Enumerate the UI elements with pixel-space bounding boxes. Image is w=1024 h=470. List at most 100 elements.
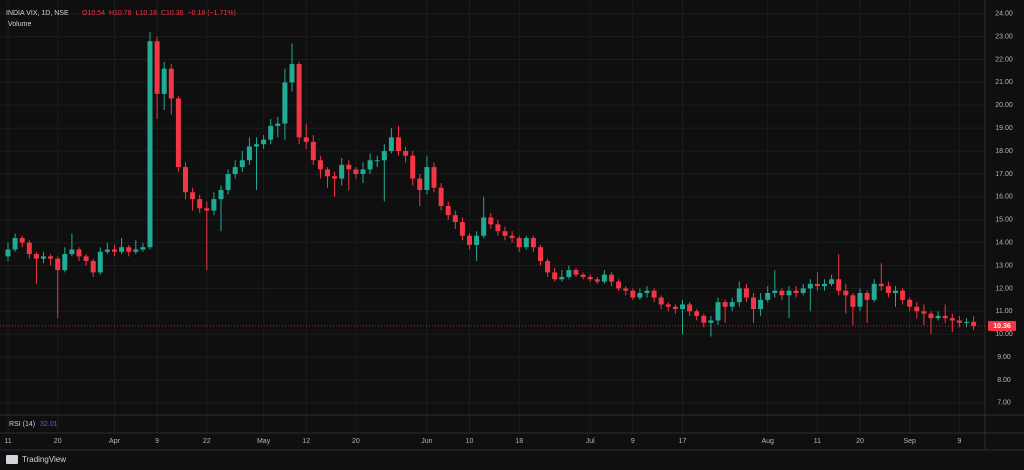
- candle-body: [885, 286, 891, 293]
- x-tick-label: 9: [155, 438, 159, 445]
- candle-body: [701, 315, 707, 323]
- y-tick-label: 24.00: [995, 11, 1013, 18]
- legend-value: H10.78: [109, 10, 132, 17]
- candle-body: [616, 281, 622, 289]
- candle-body: [949, 318, 955, 321]
- candle-body: [147, 41, 153, 248]
- candle-body: [516, 238, 522, 248]
- candle-body: [857, 292, 863, 307]
- candle-body: [729, 302, 735, 307]
- price-tag-label: 10.36: [993, 323, 1011, 330]
- candle-body: [836, 279, 842, 291]
- candle-body: [559, 276, 565, 280]
- candle-body: [76, 249, 82, 257]
- y-tick-label: 11.00: [996, 308, 1013, 315]
- candles: [5, 32, 977, 337]
- candle-body: [183, 167, 188, 193]
- candle-body: [374, 160, 380, 162]
- candle-body: [530, 238, 536, 248]
- candle-body: [893, 290, 898, 293]
- candle-body: [239, 160, 245, 168]
- candle-body: [793, 290, 799, 293]
- candle-body: [204, 208, 210, 211]
- candle-body: [722, 302, 728, 307]
- candle-body: [190, 192, 196, 200]
- candle-body: [751, 297, 756, 310]
- x-tick-label: 20: [352, 438, 360, 445]
- candle-body: [396, 137, 401, 152]
- candle-body: [928, 313, 934, 319]
- candle-body: [509, 235, 515, 239]
- grid: [0, 0, 985, 433]
- candle-body: [609, 274, 614, 282]
- candle-body: [474, 235, 480, 245]
- candle-body: [424, 167, 430, 190]
- y-tick-label: 9.00: [997, 354, 1011, 361]
- candle-body: [651, 290, 657, 298]
- candle-body: [637, 292, 643, 298]
- candle-body: [630, 290, 636, 298]
- y-tick-label: 20.00: [995, 102, 1013, 109]
- x-tick-label: 22: [203, 438, 211, 445]
- x-tick-label: Jun: [421, 438, 432, 445]
- candle-body: [317, 160, 323, 170]
- candle-body: [403, 151, 409, 156]
- y-tick-label: 12.00: [995, 285, 1013, 292]
- candle-body: [48, 256, 54, 259]
- candle-body: [310, 141, 316, 161]
- x-tick-label: 10: [466, 438, 474, 445]
- x-tick-label: Jul: [586, 438, 595, 445]
- candle-body: [644, 290, 650, 293]
- candle-body: [133, 249, 139, 252]
- candle-body: [843, 290, 849, 296]
- candle-body: [19, 238, 25, 243]
- y-tick-label: 14.00: [995, 239, 1013, 246]
- y-tick-label: 8.00: [997, 377, 1011, 384]
- candle-body: [694, 311, 700, 316]
- candle-body: [800, 288, 806, 293]
- y-tick-label: 17.00: [995, 171, 1013, 178]
- legend-value: C10.36: [161, 10, 184, 17]
- y-tick-label: 15.00: [995, 217, 1013, 224]
- y-tick-label: 22.00: [995, 56, 1013, 63]
- candle-body: [587, 276, 593, 280]
- candle-body: [417, 178, 423, 190]
- candle-body: [850, 295, 856, 307]
- candle-body: [708, 320, 714, 323]
- candle-body: [942, 315, 948, 319]
- candle-body: [573, 270, 579, 275]
- candle-body: [907, 299, 913, 307]
- candle-body: [736, 288, 742, 303]
- candle-body: [254, 144, 259, 147]
- candle-body: [381, 151, 387, 161]
- candle-body: [175, 98, 181, 168]
- candle-body: [154, 41, 160, 94]
- candle-body: [864, 292, 870, 300]
- x-tick-label: 12: [302, 438, 310, 445]
- candle-body: [900, 290, 906, 300]
- candle-body: [481, 217, 487, 236]
- candle-body: [459, 222, 465, 236]
- candle-body: [672, 306, 678, 310]
- x-tick-label: 17: [679, 438, 687, 445]
- candle-body: [268, 125, 274, 140]
- y-tick-label: 23.00: [995, 33, 1013, 40]
- x-tick-label: 9: [957, 438, 961, 445]
- x-tick-label: Aug: [761, 438, 774, 445]
- candle-body: [687, 304, 693, 312]
- candle-body: [452, 215, 458, 223]
- candle-body: [55, 258, 61, 271]
- candle-body: [119, 247, 125, 252]
- candle-body: [807, 283, 813, 289]
- y-tick-label: 7.00: [997, 400, 1011, 407]
- candle-body: [168, 68, 174, 99]
- candle-body: [914, 306, 920, 312]
- candle-body: [275, 123, 281, 126]
- candle-body: [680, 304, 685, 310]
- candle-body: [431, 167, 437, 188]
- candle-body: [964, 321, 969, 323]
- x-tick-label: 9: [631, 438, 635, 445]
- y-tick-label: 13.00: [995, 262, 1013, 269]
- legend-value: −0.18 (−1.71%): [188, 10, 236, 17]
